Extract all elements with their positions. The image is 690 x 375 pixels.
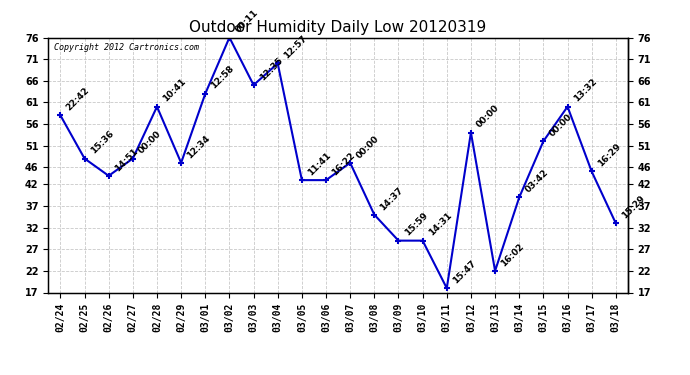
Text: 10:41: 10:41 [161,77,188,104]
Text: 11:41: 11:41 [306,151,333,177]
Text: 12:58: 12:58 [210,64,236,91]
Text: 14:51: 14:51 [113,146,139,173]
Text: 00:00: 00:00 [355,134,381,160]
Text: Copyright 2012 Cartronics.com: Copyright 2012 Cartronics.com [54,43,199,52]
Text: 12:35: 12:35 [258,56,284,82]
Text: 14:31: 14:31 [427,211,453,238]
Text: 16:22: 16:22 [331,151,357,177]
Text: 16:29: 16:29 [596,142,622,169]
Text: 15:47: 15:47 [451,259,477,285]
Text: 03:42: 03:42 [524,168,550,195]
Text: 14:37: 14:37 [379,185,405,212]
Text: 00:00: 00:00 [475,104,502,130]
Text: 12:34: 12:34 [186,134,212,160]
Text: 15:59: 15:59 [403,211,429,238]
Text: 00:00: 00:00 [137,129,164,156]
Text: 15:36: 15:36 [89,129,115,156]
Text: 16:02: 16:02 [500,242,526,268]
Text: 15:29: 15:29 [620,194,647,220]
Text: 13:32: 13:32 [572,77,598,104]
Title: Outdoor Humidity Daily Low 20120319: Outdoor Humidity Daily Low 20120319 [190,20,486,35]
Text: 00:11: 00:11 [234,8,260,35]
Text: 00:00: 00:00 [548,112,574,138]
Text: 12:57: 12:57 [282,34,308,61]
Text: 22:42: 22:42 [65,86,91,112]
